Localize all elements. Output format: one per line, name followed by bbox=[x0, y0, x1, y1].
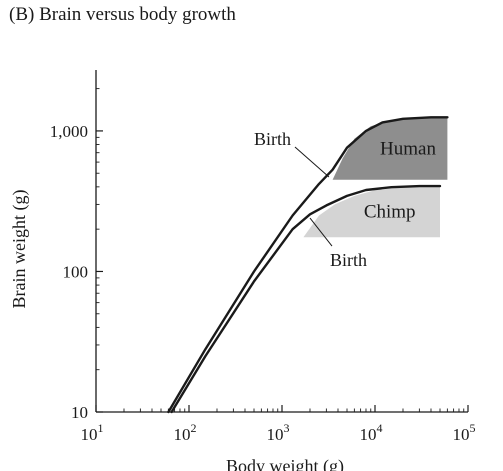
birth-leader-line bbox=[309, 217, 333, 247]
x-axis-label: Body weight (g) bbox=[226, 456, 344, 471]
region-label-chimp: Chimp bbox=[364, 202, 416, 223]
y-tick-label: 1,000 bbox=[50, 122, 88, 141]
x-tick-label: 101 bbox=[81, 421, 104, 444]
y-tick-label: 100 bbox=[63, 262, 89, 281]
region-label-human: Human bbox=[380, 139, 436, 160]
x-tick-label: 102 bbox=[174, 421, 197, 444]
region-chimp bbox=[303, 186, 440, 238]
shaded-regions bbox=[303, 117, 448, 238]
x-tick-label: 105 bbox=[453, 421, 476, 444]
x-tick-label: 104 bbox=[360, 421, 383, 444]
region-labels: Human Chimp bbox=[364, 139, 437, 223]
figure-title: (B) Brain versus body growth bbox=[9, 4, 236, 25]
y-axis-label: Brain weight (g) bbox=[9, 190, 30, 309]
annotations: Birth Birth bbox=[254, 129, 367, 270]
curve-human bbox=[167, 116, 449, 414]
growth-curves bbox=[167, 116, 449, 414]
x-tick-label: 103 bbox=[267, 421, 290, 444]
birth-leader-line bbox=[294, 146, 330, 178]
y-tick-label: 10 bbox=[71, 403, 88, 422]
birth-annotation-human: Birth bbox=[254, 129, 291, 149]
region-human bbox=[332, 117, 448, 180]
curve-chimp bbox=[170, 184, 442, 414]
birth-annotation-chimp: Birth bbox=[330, 250, 367, 270]
